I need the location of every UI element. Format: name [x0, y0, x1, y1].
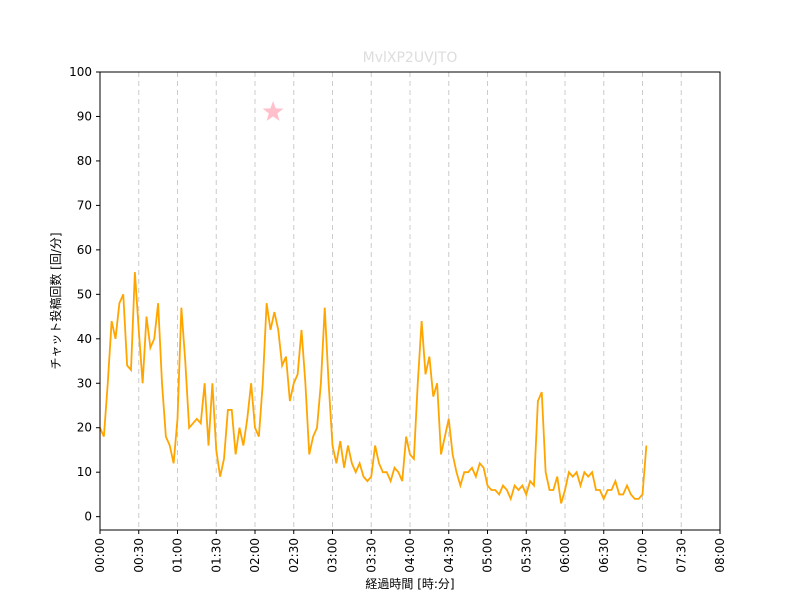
x-tick-label: 00:30 — [132, 538, 146, 573]
y-tick-label: 0 — [84, 510, 92, 524]
x-tick-label: 07:00 — [636, 538, 650, 573]
x-tick-label: 03:00 — [326, 538, 340, 573]
x-tick-label: 05:00 — [481, 538, 495, 573]
y-tick-label: 40 — [77, 332, 92, 346]
x-tick-label: 04:00 — [403, 538, 417, 573]
y-axis-label: チャット投稿回数 [回/分] — [48, 232, 63, 369]
x-tick-label: 07:30 — [674, 538, 688, 573]
x-tick-label: 06:30 — [597, 538, 611, 573]
x-axis-label: 経過時間 [時:分] — [365, 577, 454, 591]
star-marker — [262, 101, 284, 121]
y-tick-label: 10 — [77, 465, 92, 479]
x-tick-label: 04:30 — [442, 538, 456, 573]
x-tick-label: 02:30 — [287, 538, 301, 573]
y-tick-label: 50 — [77, 287, 92, 301]
chart-title: MvlXP2UVJTO — [363, 50, 458, 66]
y-tick-label: 80 — [77, 154, 92, 168]
x-tick-label: 06:00 — [558, 538, 572, 573]
plot-frame — [99, 71, 721, 531]
x-tick-label: 05:30 — [519, 538, 533, 573]
x-tick-label: 01:00 — [171, 538, 185, 573]
x-tick-label: 03:30 — [364, 538, 378, 573]
y-tick-label: 70 — [77, 198, 92, 212]
x-tick-label: 00:00 — [93, 538, 107, 573]
x-tick-label: 08:00 — [713, 538, 727, 573]
y-tick-label: 100 — [69, 65, 92, 79]
y-tick-label: 60 — [77, 243, 92, 257]
line — [99, 272, 648, 504]
y-tick-label: 20 — [77, 421, 92, 435]
x-tick-label: 01:30 — [209, 538, 223, 573]
y-tick-label: 90 — [77, 109, 92, 123]
y-tick-label: 30 — [77, 376, 92, 390]
x-tick-label: 02:00 — [248, 538, 262, 573]
